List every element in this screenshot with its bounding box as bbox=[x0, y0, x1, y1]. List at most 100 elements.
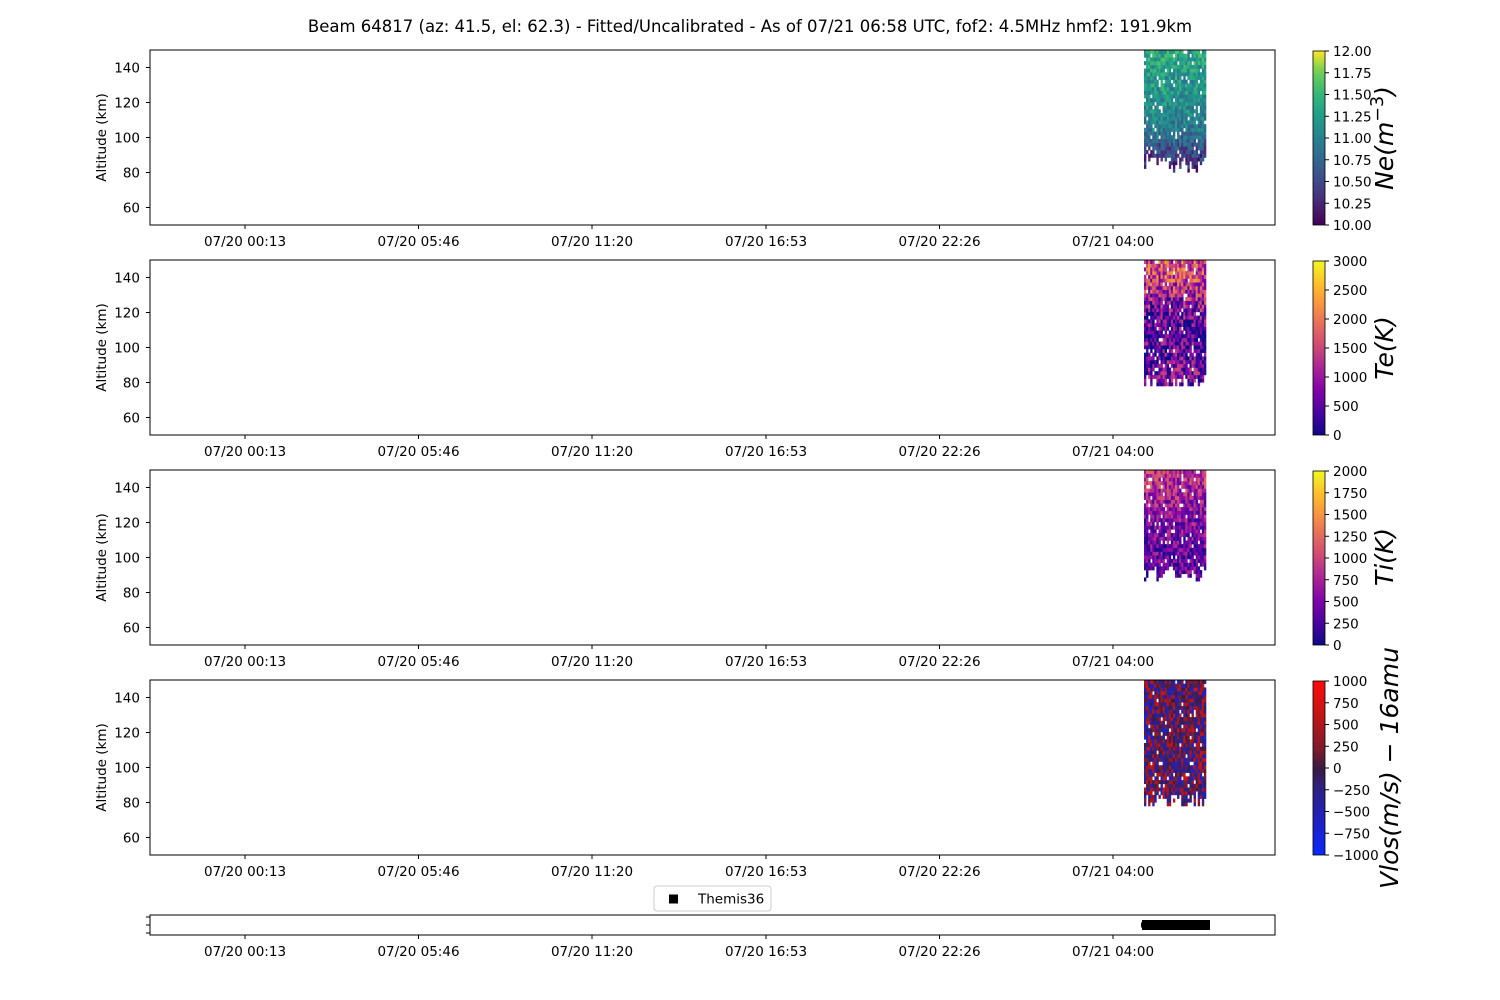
heatmap-cell bbox=[1201, 289, 1205, 294]
heatmap-cell bbox=[1197, 146, 1201, 151]
heatmap-cell bbox=[1166, 518, 1170, 523]
heatmap-cell bbox=[1181, 802, 1184, 807]
heatmap-cell bbox=[1199, 514, 1203, 519]
heatmap-cell bbox=[1150, 735, 1153, 740]
heatmap-cell bbox=[1195, 53, 1199, 58]
heatmap-cell bbox=[1197, 780, 1201, 785]
heatmap-cell bbox=[1160, 138, 1163, 143]
y-tick-label: 140 bbox=[114, 481, 140, 497]
heatmap-cell bbox=[1146, 551, 1149, 556]
heatmap-cell bbox=[1199, 300, 1203, 305]
heatmap-cell bbox=[1175, 547, 1178, 552]
heatmap-cell bbox=[1162, 57, 1165, 62]
heatmap-cell bbox=[1199, 731, 1203, 736]
heatmap-cell bbox=[1160, 289, 1163, 294]
heatmap-cell bbox=[1158, 142, 1161, 147]
heatmap-cell bbox=[1177, 300, 1180, 305]
heatmap-cell bbox=[1164, 352, 1168, 357]
heatmap-cell bbox=[1172, 717, 1176, 722]
heatmap-cell bbox=[1158, 540, 1161, 545]
heatmap-cell bbox=[1177, 724, 1180, 729]
heatmap-cell bbox=[1189, 484, 1192, 489]
heatmap-cell bbox=[1146, 783, 1149, 788]
heatmap-cell bbox=[1179, 739, 1182, 744]
heatmap-cell bbox=[1172, 555, 1176, 560]
heatmap-cell bbox=[1203, 90, 1207, 95]
heatmap-cell bbox=[1175, 691, 1178, 696]
heatmap-cell bbox=[1175, 315, 1178, 320]
heatmap-cell bbox=[1201, 315, 1205, 320]
heatmap-cell bbox=[1193, 135, 1196, 140]
heatmap-cell bbox=[1183, 274, 1186, 279]
heatmap-cell bbox=[1172, 300, 1176, 305]
heatmap-cell bbox=[1193, 348, 1196, 353]
heatmap-cell bbox=[1156, 371, 1159, 376]
heatmap-cell bbox=[1177, 356, 1180, 361]
heatmap-cell bbox=[1195, 50, 1199, 55]
heatmap-cell bbox=[1160, 378, 1163, 383]
heatmap-cell bbox=[1156, 484, 1159, 489]
heatmap-cell bbox=[1179, 75, 1182, 80]
heatmap-cell bbox=[1146, 562, 1149, 567]
heatmap-cell bbox=[1144, 780, 1147, 785]
heatmap-cell bbox=[1195, 323, 1199, 328]
heatmap-cell bbox=[1203, 105, 1207, 110]
heatmap-cell bbox=[1168, 731, 1172, 736]
heatmap-cell bbox=[1197, 750, 1201, 755]
heatmap-cell bbox=[1156, 120, 1159, 125]
heatmap-cell bbox=[1162, 794, 1165, 799]
heatmap-cell bbox=[1203, 146, 1207, 151]
heatmap-cell bbox=[1154, 79, 1157, 84]
heatmap-cell bbox=[1156, 378, 1159, 383]
heatmap-cell bbox=[1172, 315, 1176, 320]
heatmap-cell bbox=[1150, 109, 1153, 114]
heatmap-cell bbox=[1144, 330, 1147, 335]
heatmap-cell bbox=[1183, 57, 1186, 62]
heatmap-cell bbox=[1179, 127, 1182, 132]
heatmap-cell bbox=[1164, 544, 1168, 549]
heatmap-cell bbox=[1170, 374, 1174, 379]
heatmap-cell bbox=[1203, 79, 1207, 84]
heatmap-cell bbox=[1152, 728, 1155, 733]
heatmap-cell bbox=[1166, 87, 1170, 92]
heatmap-cell bbox=[1201, 334, 1205, 339]
heatmap-cell bbox=[1160, 135, 1163, 140]
y-tick-label: 120 bbox=[114, 96, 140, 112]
heatmap-cell bbox=[1152, 739, 1155, 744]
heatmap-cell bbox=[1164, 698, 1168, 703]
heatmap-cell bbox=[1189, 768, 1192, 773]
heatmap-cell bbox=[1203, 131, 1207, 136]
heatmap-cell bbox=[1168, 488, 1172, 493]
heatmap-cell bbox=[1172, 499, 1176, 504]
heatmap-cell bbox=[1191, 521, 1194, 526]
heatmap-cell bbox=[1203, 768, 1207, 773]
heatmap-cell bbox=[1203, 510, 1207, 515]
heatmap-cell bbox=[1164, 72, 1168, 77]
heatmap-cell bbox=[1168, 481, 1172, 486]
heatmap-cell bbox=[1164, 326, 1168, 331]
heatmap-cell bbox=[1164, 768, 1168, 773]
heatmap-cell bbox=[1183, 698, 1186, 703]
heatmap-cell bbox=[1183, 499, 1186, 504]
heatmap-cell bbox=[1170, 680, 1174, 685]
heatmap-cell bbox=[1199, 503, 1203, 508]
heatmap-cell bbox=[1148, 488, 1151, 493]
heatmap-cell bbox=[1193, 164, 1196, 169]
heatmap-cell bbox=[1150, 315, 1153, 320]
heatmap-cell bbox=[1183, 705, 1186, 710]
heatmap-cell bbox=[1160, 79, 1163, 84]
heatmap-cell bbox=[1185, 750, 1188, 755]
heatmap-cell bbox=[1191, 754, 1194, 759]
heatmap-cell bbox=[1203, 495, 1207, 500]
heatmap-cell bbox=[1193, 694, 1196, 699]
x-tick-label: 07/20 11:20 bbox=[551, 864, 633, 880]
heatmap-cell bbox=[1191, 116, 1194, 121]
heatmap-cell bbox=[1170, 746, 1174, 751]
heatmap-cell bbox=[1177, 337, 1180, 342]
heatmap-cell bbox=[1189, 470, 1192, 475]
heatmap-cell bbox=[1199, 791, 1203, 796]
heatmap-cell bbox=[1160, 68, 1163, 73]
heatmap-cell bbox=[1183, 768, 1186, 773]
heatmap-cell bbox=[1160, 267, 1163, 272]
